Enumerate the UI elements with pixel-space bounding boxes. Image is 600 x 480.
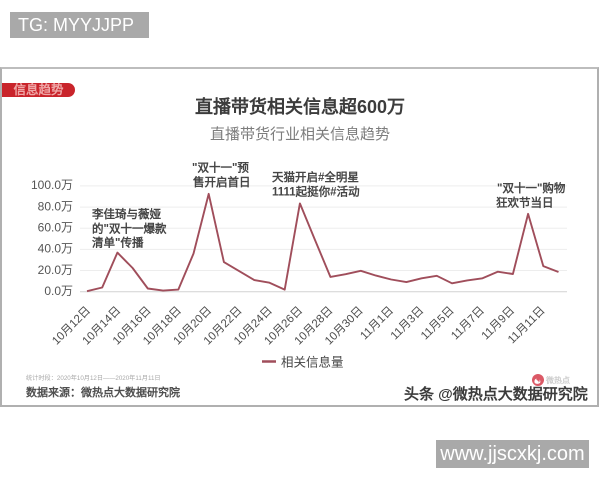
svg-text:清单"传播: 清单"传播 — [92, 236, 144, 250]
svg-text:狂欢节当日: 狂欢节当日 — [496, 196, 554, 210]
svg-text:0.0万: 0.0万 — [44, 284, 73, 298]
svg-text:20.0万: 20.0万 — [38, 263, 73, 277]
svg-text:100.0万: 100.0万 — [31, 178, 73, 192]
svg-text:相关信息量: 相关信息量 — [281, 355, 344, 370]
svg-text:售开启首日: 售开启首日 — [192, 175, 251, 189]
svg-text:的"双十一爆款: 的"双十一爆款 — [92, 221, 167, 235]
svg-text:1111起挺你#活动: 1111起挺你#活动 — [272, 185, 360, 199]
svg-text:"双十一"购物: "双十一"购物 — [497, 181, 566, 195]
svg-text:天猫开启#全明星: 天猫开启#全明星 — [272, 170, 359, 184]
svg-text:60.0万: 60.0万 — [38, 221, 73, 235]
svg-text:80.0万: 80.0万 — [38, 199, 73, 213]
svg-text:40.0万: 40.0万 — [38, 242, 73, 256]
svg-text:微热点: 微热点 — [545, 375, 570, 385]
svg-text:李佳琦与薇娅: 李佳琦与薇娅 — [91, 207, 161, 221]
svg-text:"双十一"预: "双十一"预 — [192, 161, 249, 175]
